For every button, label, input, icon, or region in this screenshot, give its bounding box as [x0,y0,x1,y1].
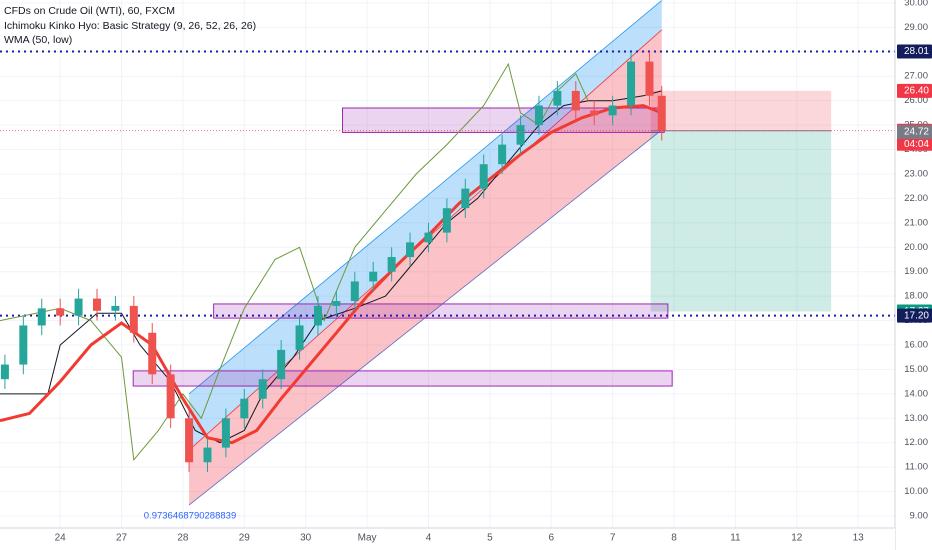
price-tag-label: 28.01 [904,46,929,57]
y-tick-label: 30.00 [904,0,928,8]
candle-body [657,95,666,131]
y-tick-label: 21.00 [904,217,928,228]
stop-zone [650,90,832,131]
candle-body [369,271,378,282]
candle-body [479,164,488,189]
candle-body [221,418,230,448]
x-tick-label: 8 [671,533,677,544]
zone [132,370,673,387]
x-tick-label: 7 [610,533,616,544]
indicator-legend: WMA (50, low) [4,34,72,46]
candle-body [166,374,175,419]
x-tick-label: 5 [487,533,493,544]
y-tick-label: 26.00 [904,95,928,106]
candle-body [129,305,138,333]
candle-body [258,379,267,399]
x-tick-label: 12 [791,533,803,544]
x-tick-label: 6 [548,533,554,544]
price-tag [897,308,932,323]
candle-body [534,105,543,126]
candle-body [37,308,46,326]
y-tick-label: 9.00 [910,511,929,522]
candle-body [240,398,249,419]
x-tick-label: 28 [177,533,189,544]
target-zone [650,130,832,312]
countdown: 04:04 [904,139,929,150]
y-tick-label: 23.00 [904,168,928,179]
candle-body [461,188,470,209]
x-tick-label: 4 [426,533,432,544]
candle-body [185,418,194,463]
candle-body [350,281,359,302]
chart-title: CFDs on Crude Oil (WTI), 60, FXCM [4,5,175,17]
y-tick-label: 11.00 [905,462,928,473]
candle-body [111,305,120,311]
indicator-line [0,104,663,445]
candle-body [277,349,286,380]
y-tick-label: 10.00 [904,486,928,497]
countdown-tag [897,137,932,151]
x-tick-label: 13 [853,533,865,544]
price-tag-label: 26.40 [904,86,929,97]
candle-body [92,298,101,311]
candle-body [406,242,415,258]
y-tick-label: 14.00 [904,388,928,399]
candle-body [590,110,599,116]
y-tick-label: 13.00 [904,413,928,424]
candle-body [387,257,396,272]
candle-body [332,301,341,306]
y-tick-label: 27.00 [904,71,928,82]
x-tick-label: 27 [116,533,128,544]
candle-body [295,325,304,350]
candle-body [553,90,562,106]
x-tick-label: 11 [730,533,741,544]
y-tick-label: 22.00 [904,193,928,204]
price-tag [897,44,932,59]
y-tick-label: 19.00 [904,266,928,277]
price-tag-label: 24.72 [904,127,929,138]
x-tick-label: 29 [239,533,251,544]
y-tick-label: 18.00 [904,291,928,302]
channel-line [188,0,662,395]
y-tick-label: 20.00 [904,242,928,253]
x-tick-label: May [358,533,377,544]
candle-body [645,61,654,96]
candle-body [203,447,212,463]
plot-area [0,0,895,528]
candle-body [313,305,322,326]
price-tag-label: 17.20 [904,310,929,321]
y-tick-label: 29.00 [904,22,928,33]
channel-line [188,129,662,506]
candle-body [0,364,9,380]
candle-body [442,208,451,233]
indicator-legend: Ichimoku Kinko Hyo: Basic Strategy (9, 2… [4,20,256,32]
x-tick-label: 30 [300,533,312,544]
y-tick-label: 15.00 [904,364,928,375]
candle-body [56,308,65,316]
candle-body [516,125,525,145]
candle-body [608,105,617,116]
candle-body [74,298,83,316]
candle-body [148,332,157,375]
channel-upper-band [189,0,662,451]
price-tag [897,124,932,139]
x-tick-label: 24 [55,533,67,544]
candle-body [19,325,28,365]
price-tag [897,83,932,98]
candle-body [571,90,580,111]
zone [213,303,669,319]
candle-body [627,61,636,106]
indicator-line [0,62,589,462]
time-axis [0,528,895,550]
annotation: 0.9736468790288839 [144,511,236,522]
y-tick-label: 16.00 [904,340,928,351]
axes: 9.00 10.00 11.00 12.00 13.00 14.00 15.00 16.00 1… [55,0,932,544]
candle-body [424,232,433,243]
candle-body [498,144,507,165]
y-tick-label: 12.00 [904,437,928,448]
